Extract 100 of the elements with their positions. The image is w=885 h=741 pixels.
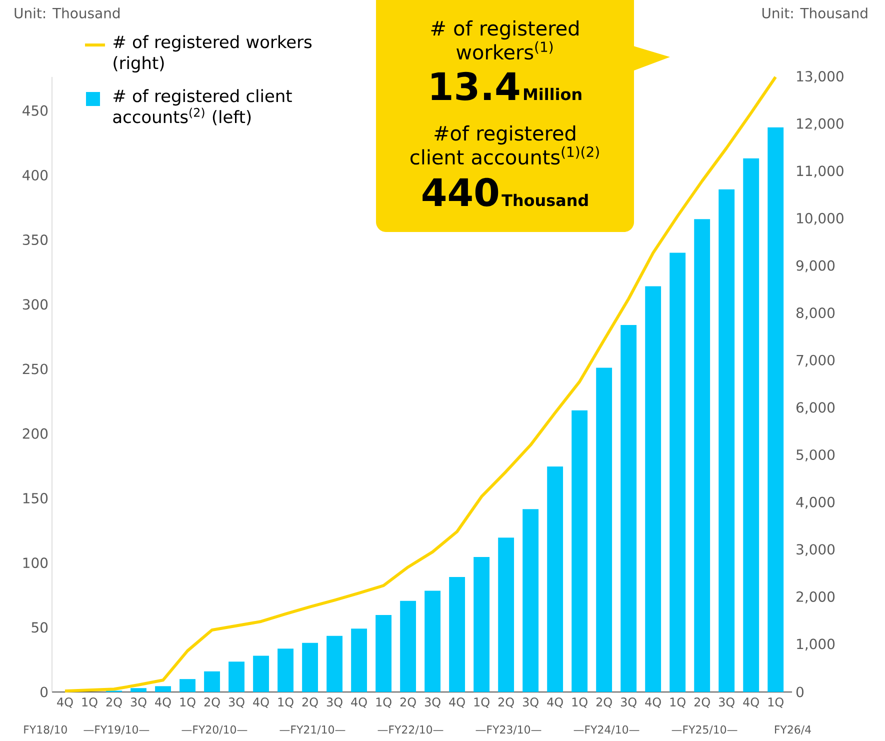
- x-tick-label: 4Q: [253, 698, 269, 708]
- x-tick-label: 2Q: [694, 698, 710, 708]
- y-tick-label: 450: [22, 105, 48, 116]
- annotation: 13.4: [432, 72, 520, 101]
- x-tick-label: 1Q: [376, 698, 392, 708]
- text: FY18/10: [24, 725, 67, 735]
- legend-label: # of registered workers (right): [114, 35, 312, 72]
- x-tick-label: 3Q: [522, 698, 538, 708]
- y2-tick-label: 5,000: [796, 449, 835, 462]
- y2-tick-label: 10,000: [797, 212, 844, 225]
- y-tick-label: 250: [22, 364, 48, 374]
- y-tick-label: 400: [22, 170, 48, 180]
- text: —FY24/10—: [574, 725, 640, 735]
- y2-tick-label: 4,000: [796, 496, 835, 509]
- annotation: #of registered client accounts$^{(1)(2)}$: [410, 125, 599, 165]
- annotation: Million: [524, 88, 582, 100]
- x-tick-label: 4Q: [547, 698, 563, 708]
- y2-axis-title: Unit: Thousand: [762, 8, 868, 18]
- y-tick-label: 50: [32, 622, 48, 633]
- bar: [670, 252, 686, 692]
- bar: [180, 679, 196, 692]
- bar: [204, 671, 220, 692]
- legend-label: # of registered client accounts$^{(2)}$ (left): [113, 89, 292, 126]
- bar: [743, 158, 760, 692]
- x-tick-label: 2Q: [204, 698, 220, 708]
- y2-tick-label: 12,000: [797, 118, 844, 130]
- x-tick-label: 4Q: [57, 698, 73, 708]
- x-tick-label: 4Q: [743, 698, 759, 708]
- x-tick-label: 3Q: [424, 698, 440, 708]
- y2-tick-label: 11,000: [797, 166, 844, 178]
- bar: [596, 368, 612, 692]
- x-tick-label: 3Q: [326, 698, 342, 708]
- bar: [351, 628, 367, 692]
- y2-tick-label: 1,000: [797, 638, 835, 651]
- x-tick-label: 2Q: [400, 698, 416, 708]
- x-tick-label: 3Q: [718, 698, 734, 708]
- y2-tick-label: 6,000: [796, 402, 835, 414]
- y2-tick-label: 3,000: [796, 544, 835, 556]
- bar: [424, 590, 441, 692]
- bar: [645, 286, 662, 692]
- y2-tick-label: 7,000: [796, 354, 835, 367]
- x-tick-label: 3Q: [228, 698, 244, 708]
- text: —FY19/10—: [84, 725, 150, 735]
- text: —FY21/10—: [280, 725, 346, 735]
- x-tick-label: 1Q: [278, 698, 294, 708]
- text: FY26/4: [775, 725, 811, 735]
- y-tick-label: 200: [22, 428, 48, 439]
- x-tick-label: 1Q: [670, 698, 686, 708]
- bar: [474, 556, 490, 692]
- x-tick-label: 1Q: [82, 698, 98, 708]
- x-tick-label: 2Q: [596, 698, 612, 708]
- annotation: Thousand: [502, 194, 588, 206]
- bar: [572, 410, 588, 692]
- x-tick-label: 2Q: [302, 698, 318, 708]
- text: —FY25/10—: [672, 725, 738, 735]
- x-tick-label: 1Q: [474, 698, 490, 708]
- bar: [278, 648, 294, 692]
- x-tick-label: 3Q: [620, 698, 636, 708]
- bar: [326, 636, 342, 692]
- text: —FY20/10—: [182, 725, 248, 735]
- bar: [302, 642, 318, 692]
- bar: [522, 509, 539, 692]
- bar: [155, 686, 171, 692]
- y-axis-title: Unit: Thousand: [14, 8, 120, 18]
- bar: [620, 325, 637, 692]
- y2-tick-label: 8,000: [796, 308, 835, 320]
- x-tick-label: 1Q: [768, 698, 784, 708]
- bar: [253, 656, 269, 692]
- x-tick-label: 4Q: [449, 698, 465, 708]
- y-tick-label: 0: [40, 686, 48, 698]
- x-tick-label: 2Q: [106, 698, 122, 708]
- x-tick-label: 3Q: [130, 698, 146, 708]
- y-tick-label: 350: [22, 234, 48, 246]
- x-tick-label: 1Q: [572, 698, 588, 708]
- y-tick-label: 300: [22, 299, 48, 310]
- y2-tick-label: 9,000: [796, 260, 835, 272]
- bar: [400, 600, 416, 692]
- bar: [130, 688, 146, 692]
- y2-tick-label: 2,000: [796, 591, 835, 604]
- bar: [547, 466, 564, 692]
- bar: [449, 576, 466, 692]
- y2-tick-label: 13,000: [797, 70, 844, 83]
- bar: [768, 127, 784, 692]
- text: —FY22/10—: [378, 725, 444, 735]
- x-tick-label: 4Q: [351, 698, 367, 708]
- text: —FY23/10—: [476, 725, 542, 735]
- annotation: 440: [422, 178, 498, 207]
- x-tick-label: 2Q: [498, 698, 514, 708]
- bar: [694, 219, 710, 692]
- x-tick-label: 4Q: [645, 698, 661, 708]
- y-tick-label: 150: [23, 492, 48, 504]
- y-tick-label: 100: [23, 558, 48, 568]
- text: # of registered workers$^{(1)}$: [431, 20, 578, 60]
- x-tick-label: 1Q: [180, 698, 196, 708]
- x-tick-label: 4Q: [155, 698, 171, 708]
- bar: [498, 538, 514, 692]
- bar: [228, 662, 244, 692]
- bar: [718, 189, 735, 692]
- y2-tick-label: 0: [796, 686, 804, 698]
- bar: [376, 614, 392, 692]
